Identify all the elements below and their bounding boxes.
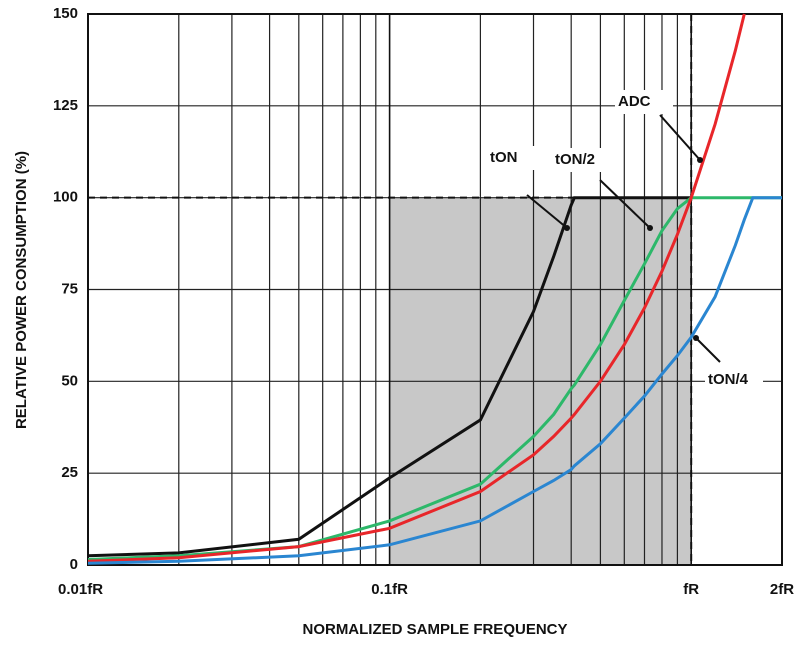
plot-frame	[87, 13, 783, 566]
annotation: tON	[490, 149, 518, 166]
leader-head	[693, 335, 699, 341]
x-tick-label: 0.01fR	[58, 581, 103, 598]
leader-line	[526, 194, 568, 229]
x-tick-label: 0.1fR	[371, 581, 408, 598]
x-tick-label: fR	[683, 581, 699, 598]
leader-head	[697, 157, 703, 163]
y-tick-label: 125	[53, 97, 78, 114]
y-tick-label: 25	[61, 464, 78, 481]
label-bg	[705, 368, 763, 392]
leader-line	[695, 337, 721, 363]
y-axis-label: RELATIVE POWER CONSUMPTION (%)	[13, 151, 30, 429]
y-tick-label: 150	[53, 5, 78, 22]
y-tick-label: 0	[70, 556, 78, 573]
leader-head	[564, 225, 570, 231]
y-tick-label: 50	[61, 372, 78, 389]
annotation: tON/2	[555, 151, 595, 168]
series-line	[88, 13, 746, 563]
series-line	[88, 196, 782, 561]
label-bg	[615, 90, 673, 114]
x-axis-label: NORMALIZED SAMPLE FREQUENCY	[302, 621, 567, 638]
y-tick-label: 100	[53, 189, 78, 206]
series-line	[88, 196, 692, 558]
series-line	[88, 196, 782, 565]
leader-line	[599, 179, 651, 229]
annotation: tON/4	[708, 371, 749, 388]
label-bg	[552, 148, 610, 172]
label-bg	[487, 146, 545, 170]
annotation: ADC	[618, 93, 651, 110]
leader-head	[647, 225, 653, 231]
y-tick-label: 75	[61, 280, 78, 297]
x-tick-label: 2fR	[770, 581, 794, 598]
leader-line	[659, 114, 701, 161]
